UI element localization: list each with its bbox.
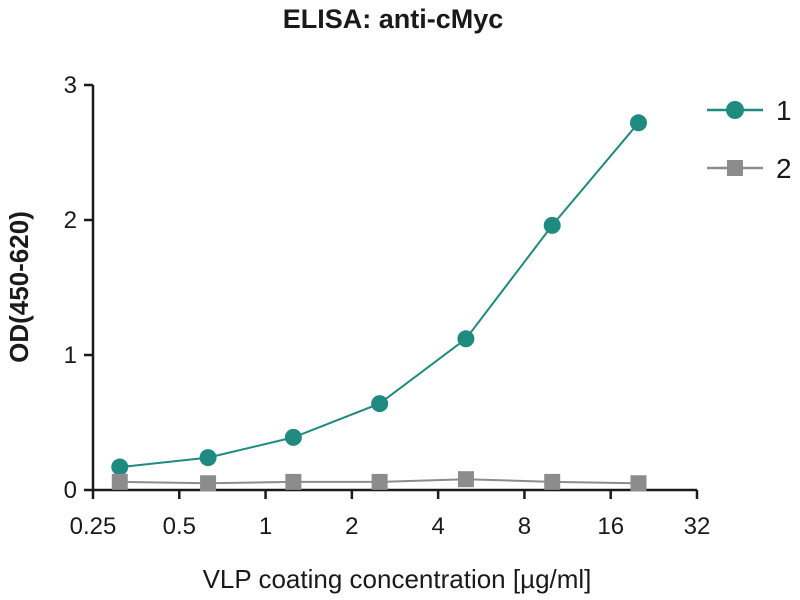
data-point (111, 458, 129, 476)
legend-label: 2 (776, 153, 792, 184)
x-axis-label: VLP coating concentration [µg/ml] (203, 564, 592, 594)
y-tick-label: 2 (64, 207, 77, 234)
data-point (199, 449, 217, 467)
data-point (457, 330, 475, 348)
legend-item-2: 2 (707, 153, 792, 184)
series-line (119, 122, 640, 469)
y-tick-label: 1 (64, 342, 77, 369)
data-point (371, 473, 388, 490)
x-tick-label: 4 (431, 513, 444, 540)
data-point (544, 473, 561, 490)
x-tick-label: 32 (684, 513, 711, 540)
data-point (200, 475, 217, 492)
series-layer (111, 114, 647, 492)
data-point (284, 428, 302, 446)
y-axis-label: OD(450-620) (4, 211, 34, 363)
data-point (629, 114, 647, 132)
data-point (111, 473, 128, 490)
y-ticks: 0 1 2 3 (64, 72, 93, 504)
x-tick-label: 16 (597, 513, 624, 540)
series-1 (111, 114, 647, 476)
x-tick-label: 0.5 (163, 513, 196, 540)
x-ticks: 0.25 0.5 1 2 4 8 16 32 (70, 490, 711, 540)
legend-label: 1 (776, 95, 792, 126)
data-point (630, 475, 647, 492)
data-point (543, 216, 561, 234)
x-tick-label: 1 (259, 513, 272, 540)
chart-title: ELISA: anti-cMyc (283, 4, 504, 34)
legend: 12 (707, 95, 792, 184)
series-2 (111, 471, 647, 492)
y-tick-label: 0 (64, 477, 77, 504)
legend-item-1: 1 (707, 95, 792, 126)
x-tick-label: 2 (345, 513, 358, 540)
axes (91, 85, 697, 492)
legend-marker (726, 101, 744, 119)
y-tick-label: 3 (64, 72, 77, 99)
data-point (371, 395, 389, 413)
x-tick-label: 0.25 (70, 513, 117, 540)
data-point (457, 471, 474, 488)
legend-marker (727, 160, 743, 176)
data-point (285, 473, 302, 490)
x-tick-label: 8 (518, 513, 531, 540)
